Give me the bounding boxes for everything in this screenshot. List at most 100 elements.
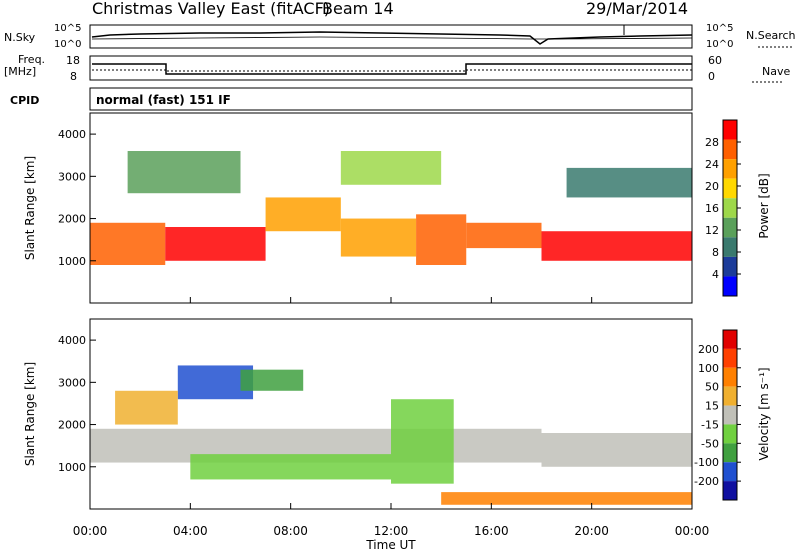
station-title: Christmas Valley East (fitACF) (92, 0, 330, 18)
colorbar-segment (723, 481, 737, 500)
y-tick-label: 3000 (58, 376, 86, 389)
y-tick-label: 4000 (58, 128, 86, 141)
data-band (566, 167, 692, 198)
data-band (127, 151, 241, 194)
x-tick-label: 16:00 (474, 524, 509, 538)
data-band (541, 433, 692, 467)
colorbar-tick-label: 8 (712, 246, 719, 259)
colorbar-segment (723, 276, 737, 296)
power-colorbar: 28 24 20 16 12 8 4 (705, 119, 741, 297)
power-ylabel: Slant Range [km] (23, 156, 37, 260)
data-band (391, 399, 454, 484)
colorbar-segment (723, 198, 737, 218)
time-axis-label: Time UT (365, 538, 416, 552)
colorbar-tick-label: -100 (694, 456, 719, 469)
power-heatmap (90, 151, 692, 265)
colorbar-tick-label: 15 (705, 400, 719, 413)
x-tick-label: 20:00 (574, 524, 609, 538)
power-panel-frame (89, 112, 693, 304)
noise-search-line (91, 36, 693, 40)
freq-panel (89, 55, 693, 81)
velocity-colorbar-label: Velocity [m s⁻¹] (757, 367, 771, 460)
cpid-panel (89, 87, 693, 111)
data-band (265, 197, 341, 232)
search-label: N.Search (746, 29, 796, 42)
freq-label-2: [MHz] (4, 65, 36, 78)
velocity-colorbar: 200 100 50 15 -15 -50 -100 -200 (694, 329, 741, 501)
y-tick-label: 3000 (58, 170, 86, 183)
data-band (441, 492, 692, 505)
colorbar-segment (723, 386, 737, 406)
colorbar-tick-label: 28 (705, 136, 719, 149)
cpid-text: normal (fast) 151 IF (96, 93, 231, 107)
colorbar-segment (723, 424, 737, 444)
colorbar-segment (723, 405, 737, 425)
y-tick-label: 1000 (58, 255, 86, 268)
colorbar-tick-label: -50 (701, 437, 719, 450)
colorbar-tick-label: 12 (705, 224, 719, 237)
freq-label-1: Freq. (18, 53, 45, 66)
colorbar-segment (723, 348, 737, 368)
search-tick-bottom: 10^0 (706, 39, 733, 50)
colorbar-segment (723, 443, 737, 463)
colorbar-tick-label: -15 (701, 418, 719, 431)
power-colorbar-label: Power [dB] (757, 173, 771, 238)
colorbar-segment (723, 217, 737, 238)
colorbar-segment (723, 159, 737, 179)
x-tick-label: 00:00 (675, 524, 710, 538)
sky-label: N.Sky (4, 31, 36, 44)
noise-panel (89, 24, 693, 49)
nave-label: Nave (762, 65, 790, 78)
data-band (466, 222, 542, 249)
data-band (165, 227, 266, 261)
colorbar-segment (723, 237, 737, 257)
nave-tick-bottom: 0 (708, 70, 715, 83)
data-band (90, 222, 166, 265)
search-tick-top: 10^5 (706, 23, 733, 34)
nave-line (92, 69, 692, 72)
sky-tick-bottom: 10^0 (54, 39, 81, 50)
data-band (190, 454, 391, 480)
colorbar-tick-label: 50 (705, 381, 719, 394)
x-tick-label: 12:00 (374, 524, 409, 538)
colorbar-segment (723, 330, 737, 349)
colorbar-segment (723, 367, 737, 387)
colorbar-tick-label: 100 (698, 362, 719, 375)
x-tick-label: 04:00 (173, 524, 208, 538)
velocity-yaxis: 1000 2000 3000 4000 (58, 334, 96, 474)
colorbar-segment (723, 120, 737, 140)
y-tick-label: 1000 (58, 461, 86, 474)
data-band (541, 231, 692, 261)
power-yaxis: 1000 2000 3000 4000 (58, 128, 96, 268)
freq-tick-bottom: 8 (70, 70, 77, 83)
colorbar-segment (723, 256, 737, 277)
x-tick-label: 00:00 (73, 524, 108, 538)
velocity-heatmap (90, 365, 692, 505)
beam-label: Beam 14 (322, 0, 394, 18)
y-tick-label: 2000 (58, 213, 86, 226)
sky-tick-top: 10^5 (54, 23, 81, 34)
colorbar-tick-label: -200 (694, 475, 719, 488)
velocity-ylabel: Slant Range [km] (23, 362, 37, 466)
y-tick-label: 2000 (58, 419, 86, 432)
colorbar-tick-label: 16 (705, 202, 719, 215)
colorbar-frame (722, 329, 738, 501)
nave-tick-top: 60 (708, 54, 722, 67)
cpid-label: CPID (10, 94, 39, 107)
freq-tick-top: 18 (66, 54, 80, 67)
colorbar-segment (723, 178, 737, 199)
freq-line (92, 63, 692, 75)
date-label: 29/Mar/2014 (586, 0, 688, 18)
colorbar-tick-label: 4 (712, 268, 719, 281)
x-tick-label: 08:00 (273, 524, 308, 538)
colorbar-segment (723, 139, 737, 160)
y-tick-label: 4000 (58, 334, 86, 347)
colorbar-tick-label: 20 (705, 180, 719, 193)
noise-sky-line (91, 31, 693, 45)
colorbar-tick-label: 200 (698, 343, 719, 356)
data-band (240, 369, 304, 391)
colorbar-segment (723, 462, 737, 482)
data-band (416, 214, 467, 265)
time-axis: 00:00 04:00 08:00 12:00 16:00 20:00 00:00 (73, 297, 710, 538)
